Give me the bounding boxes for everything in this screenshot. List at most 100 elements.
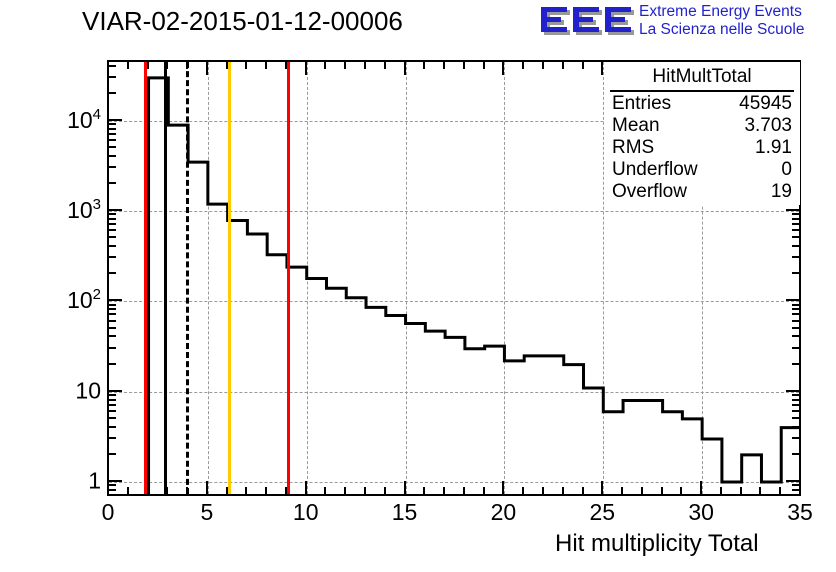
axis-tick xyxy=(700,481,703,495)
stats-row: Overflow 19 xyxy=(604,181,800,203)
histogram-outline xyxy=(147,76,801,496)
x-tick-label: 30 xyxy=(688,499,714,525)
axis-tick xyxy=(108,362,116,365)
axis-tick xyxy=(792,425,800,428)
axis-tick xyxy=(108,223,116,226)
axis-tick xyxy=(344,61,347,69)
axis-tick xyxy=(792,217,800,220)
page-title: VIAR-02-2015-01-12-00006 xyxy=(82,6,403,36)
axis-tick xyxy=(792,452,800,455)
axis-tick xyxy=(601,61,604,75)
axis-tick xyxy=(324,487,327,495)
axis-tick xyxy=(108,480,122,483)
axis-tick xyxy=(108,319,116,322)
axis-tick xyxy=(107,481,109,495)
axis-tick xyxy=(482,61,485,69)
axis-tick xyxy=(792,313,800,316)
axis-tick xyxy=(344,487,347,495)
stats-row: Entries 45945 xyxy=(604,93,800,115)
gridline-vertical xyxy=(207,62,209,494)
axis-tick xyxy=(108,484,116,487)
axis-tick xyxy=(502,61,505,75)
axis-tick xyxy=(265,487,268,495)
axis-tick xyxy=(482,487,485,495)
axis-tick xyxy=(108,245,116,248)
axis-tick xyxy=(108,209,122,212)
stats-value: 0 xyxy=(781,159,792,180)
stats-key: Entries xyxy=(612,93,672,114)
x-tick-label: 35 xyxy=(787,499,813,525)
axis-tick xyxy=(403,61,406,75)
axis-tick xyxy=(792,236,800,239)
eee-logo-text: Extreme Energy Events La Scienza nelle S… xyxy=(639,3,804,39)
axis-tick xyxy=(423,61,426,69)
axis-tick xyxy=(146,61,149,69)
axis-tick xyxy=(205,481,208,495)
axis-tick xyxy=(108,272,116,275)
histogram-path xyxy=(147,76,801,496)
stats-value: 1.91 xyxy=(755,137,792,158)
axis-tick xyxy=(108,127,116,130)
axis-tick xyxy=(792,245,800,248)
axis-tick xyxy=(792,436,800,439)
axis-tick xyxy=(799,61,801,75)
axis-tick xyxy=(108,138,116,141)
stats-row: RMS 1.91 xyxy=(604,137,800,159)
axis-tick xyxy=(108,346,116,349)
eee-logo-mark xyxy=(541,7,634,35)
stats-key: Underflow xyxy=(612,159,698,180)
axis-tick xyxy=(108,389,122,392)
axis-tick xyxy=(186,487,189,495)
axis-tick xyxy=(108,213,116,216)
axis-tick xyxy=(108,326,116,329)
axis-tick xyxy=(108,146,116,149)
axis-tick xyxy=(502,481,505,495)
stats-value: 45945 xyxy=(739,93,792,114)
y-tick-label: 103 xyxy=(67,196,101,224)
axis-tick xyxy=(304,61,307,75)
axis-tick xyxy=(522,61,525,69)
stats-key: Mean xyxy=(612,115,660,136)
axis-tick xyxy=(108,229,116,232)
eee-logo-line1: Extreme Energy Events xyxy=(639,3,802,20)
axis-tick xyxy=(786,389,800,392)
axis-tick xyxy=(792,362,800,365)
gridline-vertical xyxy=(504,62,506,494)
stats-value: 3.703 xyxy=(744,115,792,136)
eee-logo: Extreme Energy Events La Scienza nelle S… xyxy=(539,2,835,42)
axis-tick xyxy=(108,409,116,412)
gridline-horizontal xyxy=(109,120,799,122)
axis-tick xyxy=(792,393,800,396)
axis-tick xyxy=(792,256,800,259)
axis-tick xyxy=(383,61,386,69)
axis-tick xyxy=(792,409,800,412)
axis-tick xyxy=(108,398,116,401)
axis-tick xyxy=(443,487,446,495)
axis-tick xyxy=(108,217,116,220)
axis-tick xyxy=(423,487,426,495)
axis-tick xyxy=(205,61,208,75)
gridline-horizontal xyxy=(109,391,799,393)
gridline-vertical xyxy=(603,62,605,494)
axis-tick xyxy=(108,425,116,428)
axis-tick xyxy=(792,319,800,322)
axis-tick xyxy=(799,481,801,495)
y-tick-label: 1 xyxy=(88,467,101,494)
gridline-vertical xyxy=(405,62,407,494)
axis-tick xyxy=(108,416,116,419)
axis-tick xyxy=(403,481,406,495)
gridline-vertical xyxy=(702,62,704,494)
axis-tick xyxy=(107,61,109,75)
axis-tick xyxy=(108,335,116,338)
axis-tick xyxy=(561,487,564,495)
axis-tick xyxy=(126,61,129,69)
axis-tick xyxy=(786,480,800,483)
axis-tick xyxy=(146,487,149,495)
axis-tick xyxy=(108,403,116,406)
axis-tick xyxy=(660,487,663,495)
axis-tick xyxy=(786,209,800,212)
marker-line-mean-black-line xyxy=(163,62,167,494)
axis-tick xyxy=(108,299,122,302)
axis-tick xyxy=(108,236,116,239)
axis-tick xyxy=(225,487,228,495)
